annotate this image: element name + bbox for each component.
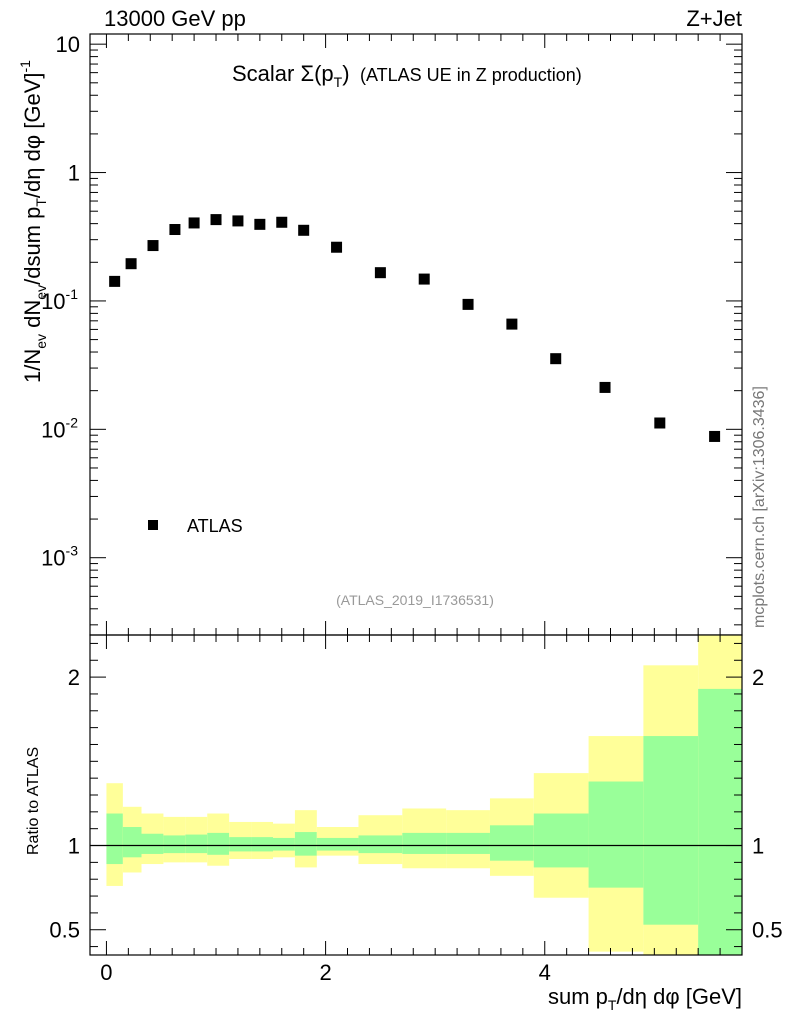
- green-band: [106, 813, 123, 865]
- main-x-ticks: [105, 34, 721, 635]
- green-band: [316, 837, 359, 851]
- data-point: [331, 241, 343, 253]
- title-sigma: Σ(p: [300, 61, 333, 86]
- data-point: [418, 273, 430, 285]
- data-point: [169, 224, 181, 236]
- legend-marker: [148, 520, 158, 530]
- data-point: [654, 417, 666, 429]
- main-y-label: 1/Nev dNev/dsum pT/dη dφ [GeV]-1: [17, 60, 49, 383]
- analysis-reference: (ATLAS_2019_I1736531): [336, 592, 494, 608]
- data-point: [298, 224, 310, 236]
- y-tick-label: 10-2: [41, 414, 78, 442]
- green-band: [185, 834, 208, 854]
- ratio-y-tick-label-right: 0.5: [752, 918, 783, 943]
- ratio-panel: 0.5 0.5 1 1 2 2 0 2 4 Ratio to ATLAS sum pT/dη d…: [25, 634, 783, 1013]
- data-point: [599, 381, 611, 393]
- ratio-y-ticks: [90, 642, 742, 948]
- data-point: [462, 298, 474, 310]
- data-point: [550, 353, 562, 365]
- green-band: [643, 736, 699, 925]
- green-band: [294, 832, 317, 856]
- green-band: [272, 837, 295, 851]
- green-band: [141, 833, 164, 854]
- green-band: [402, 832, 447, 854]
- data-point: [232, 215, 244, 227]
- data-point: [147, 240, 159, 252]
- title-close: ): [342, 61, 349, 86]
- ratio-y-tick-label-left: 2: [68, 665, 80, 690]
- x-tick-label: 4: [539, 960, 551, 985]
- legend-label: ATLAS: [187, 516, 243, 536]
- main-y-tick-labels: 10-3 10-2 10-1 1 10: [41, 32, 80, 571]
- green-band: [229, 837, 252, 852]
- data-point: [125, 258, 137, 270]
- green-band: [251, 837, 273, 852]
- data-point: [188, 217, 200, 229]
- y-tick-label: 1: [68, 161, 80, 186]
- x-axis-label: sum pT/dη dφ [GeV]: [548, 984, 742, 1013]
- title-sub: T: [334, 74, 343, 90]
- green-band: [588, 781, 644, 888]
- ratio-tick-labels: 0.5 0.5 1 1 2 2 0 2 4: [49, 665, 782, 985]
- green-band: [533, 813, 589, 868]
- ratio-y-tick-label-right: 2: [752, 665, 764, 690]
- green-band: [698, 688, 742, 955]
- header-process: Z+Jet: [686, 6, 742, 31]
- atlas-markers: [109, 214, 721, 442]
- green-band: [122, 827, 142, 858]
- data-point: [254, 218, 266, 230]
- green-band: [489, 825, 534, 861]
- x-tick-label: 0: [100, 960, 112, 985]
- ratio-y-tick-label-right: 1: [752, 834, 764, 859]
- main-y-ticks: [90, 43, 742, 626]
- y-tick-label: 10-1: [41, 286, 78, 314]
- main-panel: 10-3 10-2 10-1 1 10 Scalar Σ(pT) (ATLAS UE i…: [17, 32, 743, 636]
- main-frame: [89, 33, 743, 636]
- green-band: [358, 835, 403, 854]
- watermark: mcplots.cern.ch [arXiv:1306.3436]: [751, 386, 768, 628]
- y-tick-label: 10-3: [41, 543, 78, 571]
- x-tick-label: 2: [319, 960, 331, 985]
- header-energy: 13000 GeV pp: [104, 6, 246, 31]
- data-point: [374, 267, 386, 279]
- title-suffix: (ATLAS UE in Z production): [360, 65, 582, 85]
- data-point: [109, 275, 121, 287]
- main-title: Scalar Σ(pT) (ATLAS UE in Z production): [232, 61, 582, 90]
- ratio-y-tick-label-left: 0.5: [49, 918, 80, 943]
- ratio-y-tick-label-left: 1: [68, 834, 80, 859]
- data-point: [709, 430, 721, 442]
- ratio-x-ticks: [105, 635, 721, 955]
- data-point: [210, 214, 222, 226]
- green-band: [446, 832, 490, 854]
- y-tick-label: 10: [56, 32, 80, 57]
- ratio-y-label: Ratio to ATLAS: [25, 747, 42, 855]
- green-band: [163, 835, 186, 854]
- data-point: [506, 318, 518, 330]
- ratio-bands: [106, 635, 742, 955]
- green-band: [207, 832, 230, 855]
- title-prefix: Scalar: [232, 61, 300, 86]
- data-point: [276, 216, 288, 228]
